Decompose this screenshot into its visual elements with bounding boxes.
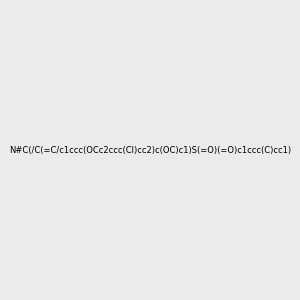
Text: N#C(/C(=C/c1ccc(OCc2ccc(Cl)cc2)c(OC)c1)S(=O)(=O)c1ccc(C)cc1): N#C(/C(=C/c1ccc(OCc2ccc(Cl)cc2)c(OC)c1)S… (9, 146, 291, 154)
